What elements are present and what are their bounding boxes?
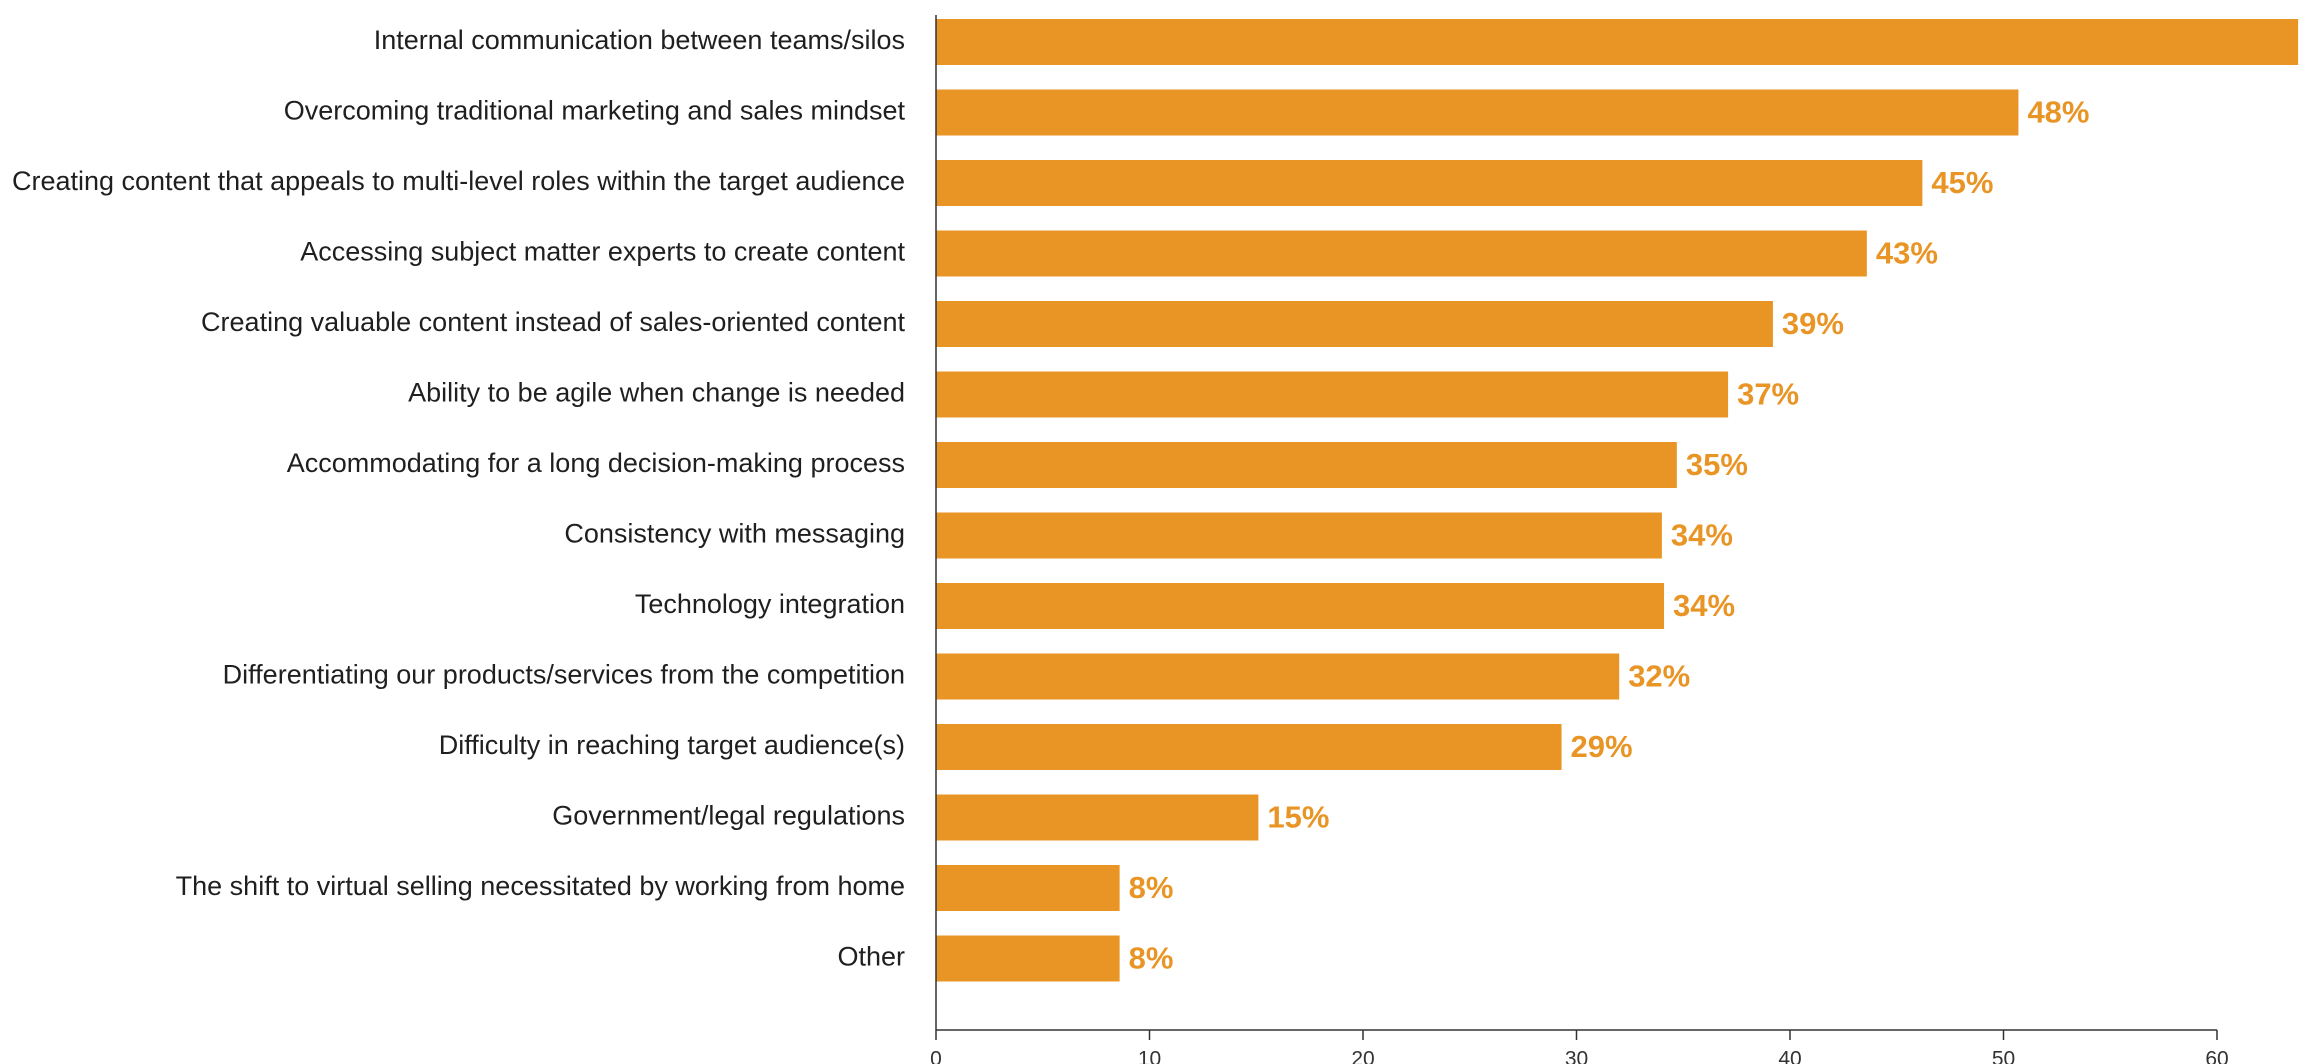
value-label: 37% xyxy=(1737,377,1799,412)
bar xyxy=(936,794,1259,841)
category-label: The shift to virtual selling necessitate… xyxy=(176,871,905,901)
bar xyxy=(936,442,1677,488)
value-label: 34% xyxy=(1673,588,1735,623)
category-label: Creating valuable content instead of sal… xyxy=(201,307,905,337)
axis-group: 0 10 20 30 40 50 60 xyxy=(930,15,2229,1064)
value-label: 34% xyxy=(1671,518,1733,553)
x-tick-label: 50 xyxy=(1992,1048,2015,1064)
category-label: Ability to be agile when change is neede… xyxy=(408,378,905,408)
bar xyxy=(936,865,1120,911)
x-tick-label: 60 xyxy=(2205,1048,2228,1064)
bar xyxy=(936,371,1729,418)
value-label: 29% xyxy=(1571,729,1633,764)
bar xyxy=(936,653,1620,700)
category-label: Technology integration xyxy=(635,589,905,619)
category-label: Differentiating our products/services fr… xyxy=(223,660,905,690)
value-label: 48% xyxy=(2027,95,2089,130)
bar xyxy=(936,89,2019,136)
x-tick-label: 0 xyxy=(930,1048,942,1064)
bar xyxy=(936,301,1773,347)
category-label: Accommodating for a long decision-making… xyxy=(287,448,905,478)
value-label: 8% xyxy=(1129,941,1174,976)
value-label: 32% xyxy=(1628,659,1690,694)
value-label: 43% xyxy=(1876,236,1938,271)
x-tick-label: 10 xyxy=(1138,1048,1161,1064)
value-labels-group: 57%48%45%43%39%37%35%34%34%32%29%15%8%8% xyxy=(1129,95,2090,976)
bar xyxy=(936,935,1120,982)
category-label: Other xyxy=(837,942,905,972)
bar xyxy=(936,230,1867,277)
bar xyxy=(936,724,1562,770)
value-label: 15% xyxy=(1267,800,1329,835)
category-label: Overcoming traditional marketing and sal… xyxy=(284,96,906,126)
value-label: 45% xyxy=(1931,165,1993,200)
bars-group xyxy=(936,19,2299,982)
category-label: Internal communication between teams/sil… xyxy=(374,25,905,55)
category-label: Government/legal regulations xyxy=(552,801,905,831)
category-labels-group: Internal communication between teams/sil… xyxy=(12,25,906,972)
category-label: Consistency with messaging xyxy=(564,519,905,549)
x-tick-label: 30 xyxy=(1565,1048,1588,1064)
value-label: 39% xyxy=(1782,306,1844,341)
bar xyxy=(936,160,1923,206)
category-label: Creating content that appeals to multi-l… xyxy=(12,166,905,196)
x-tick-label: 40 xyxy=(1778,1048,1801,1064)
x-tick-label: 20 xyxy=(1351,1048,1374,1064)
category-label: Difficulty in reaching target audience(s… xyxy=(439,730,905,760)
bar xyxy=(936,19,2299,65)
value-label: 35% xyxy=(1686,447,1748,482)
value-label: 8% xyxy=(1129,870,1174,905)
bar xyxy=(936,512,1662,559)
category-label: Accessing subject matter experts to crea… xyxy=(300,237,905,267)
bar xyxy=(936,583,1665,629)
